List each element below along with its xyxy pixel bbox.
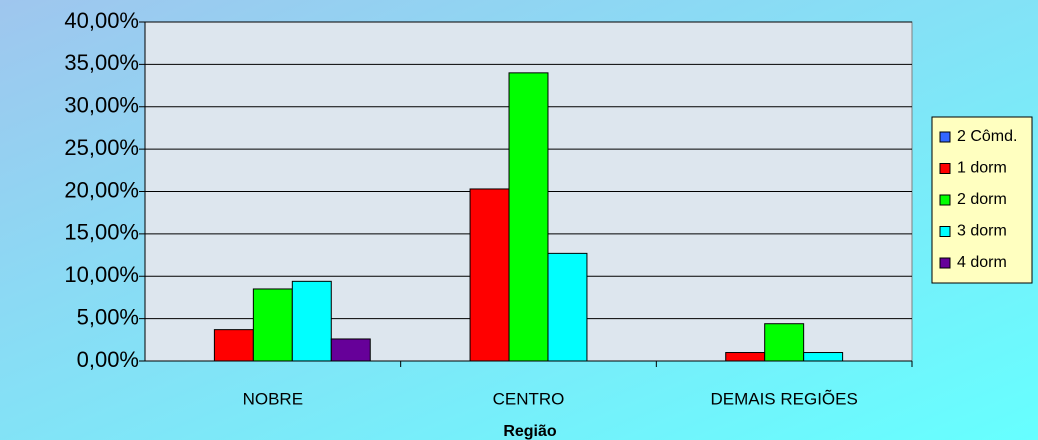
y-tick-label: 20,00%: [64, 177, 139, 202]
legend-label: 4 dorm: [957, 254, 1007, 271]
bar: [469, 188, 510, 362]
y-tick-label: 5,00%: [77, 304, 139, 329]
y-tick-label: 15,00%: [64, 220, 139, 245]
y-tick-label: 30,00%: [64, 93, 139, 118]
y-tick-label: 35,00%: [64, 50, 139, 75]
legend-label: 2 dorm: [957, 191, 1007, 208]
bar: [213, 329, 254, 362]
x-tick-label: CENTRO: [493, 389, 565, 408]
bar: [508, 72, 549, 362]
y-tick-label: 40,00%: [64, 8, 139, 33]
legend-swatch: [939, 194, 951, 206]
bar: [547, 252, 588, 362]
x-axis-title: Região: [503, 423, 557, 440]
bar: [252, 288, 293, 362]
y-tick-label: 10,00%: [64, 262, 139, 287]
y-tick-label: 0,00%: [77, 347, 139, 372]
y-tick-label: 25,00%: [64, 135, 139, 160]
bar: [725, 352, 766, 362]
bar: [764, 323, 805, 362]
legend-swatch: [939, 226, 951, 237]
x-tick-label: NOBRE: [243, 389, 303, 408]
bar: [330, 338, 371, 362]
bar: [291, 280, 332, 362]
legend-swatch: [939, 131, 951, 143]
bar: [803, 352, 844, 362]
x-tick-label: DEMAIS REGIÕES: [710, 389, 857, 408]
legend-swatch: [939, 163, 951, 174]
legend-label: 2 Cômd.: [957, 128, 1017, 145]
legend-label: 3 dorm: [957, 223, 1007, 240]
legend-label: 1 dorm: [957, 160, 1007, 177]
legend-swatch: [939, 257, 951, 269]
